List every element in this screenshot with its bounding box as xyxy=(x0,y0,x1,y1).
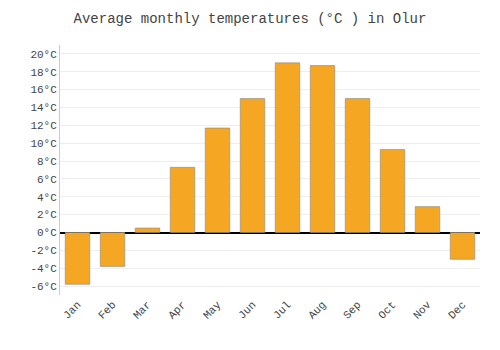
svg-text:-4°C: -4°C xyxy=(30,263,57,275)
svg-text:4°C: 4°C xyxy=(37,192,57,204)
svg-text:Jun: Jun xyxy=(236,299,258,321)
svg-text:0°C: 0°C xyxy=(37,227,57,239)
svg-text:6°C: 6°C xyxy=(37,174,57,186)
svg-text:14°C: 14°C xyxy=(30,102,57,114)
svg-text:Jan: Jan xyxy=(61,299,83,321)
svg-text:10°C: 10°C xyxy=(30,138,57,150)
svg-text:Mar: Mar xyxy=(131,299,153,321)
svg-text:Sep: Sep xyxy=(341,299,363,321)
svg-text:Feb: Feb xyxy=(96,299,118,321)
svg-text:Average monthly temperatures (: Average monthly temperatures (°C ) in Ol… xyxy=(74,11,427,27)
svg-text:Jul: Jul xyxy=(271,299,293,321)
svg-text:16°C: 16°C xyxy=(30,84,57,96)
svg-text:Nov: Nov xyxy=(411,299,434,322)
svg-text:20°C: 20°C xyxy=(30,49,57,61)
svg-text:Oct: Oct xyxy=(376,299,398,321)
svg-text:2°C: 2°C xyxy=(37,209,57,221)
svg-text:-2°C: -2°C xyxy=(30,245,57,257)
svg-text:18°C: 18°C xyxy=(30,67,57,79)
svg-text:-6°C: -6°C xyxy=(30,281,57,293)
svg-text:8°C: 8°C xyxy=(37,156,57,168)
svg-text:Aug: Aug xyxy=(306,299,328,321)
svg-text:Dec: Dec xyxy=(446,299,468,321)
svg-text:Apr: Apr xyxy=(166,299,188,321)
svg-text:12°C: 12°C xyxy=(30,120,57,132)
svg-text:May: May xyxy=(201,299,224,322)
